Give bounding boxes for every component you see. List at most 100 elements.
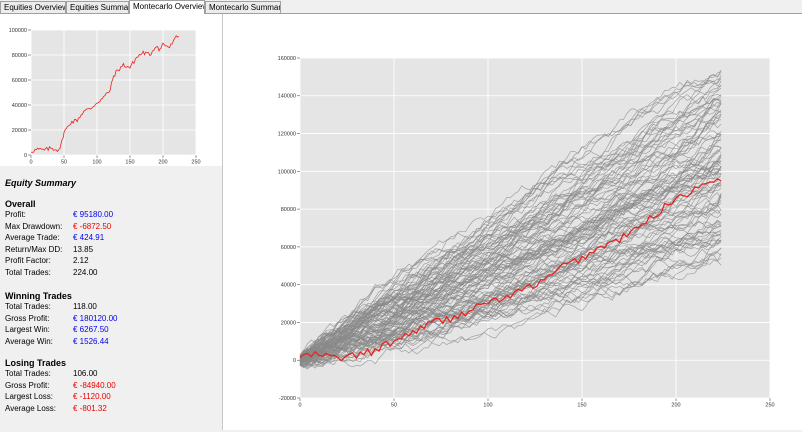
panel-divider [222, 14, 223, 430]
y-tick-label: 0 [24, 153, 27, 159]
x-tick-label: 200 [671, 403, 680, 409]
x-tick-label: 200 [158, 160, 167, 166]
stat-label: Max Drawdown: [5, 221, 63, 231]
stat-label: Total Trades: [5, 268, 51, 277]
x-tick-label: 50 [391, 403, 397, 409]
stat-label: Average Loss: [5, 403, 56, 413]
simulation-line [299, 80, 722, 361]
tab-montecarlo-overview[interactable]: Montecarlo Overview [129, 0, 205, 14]
y-tick-label: 0 [293, 358, 296, 364]
winning-trades-heading: Winning Trades [5, 291, 72, 301]
stat-label: Average Win: [5, 336, 53, 346]
stat-label: Profit: [5, 210, 26, 219]
y-tick-label: 60000 [12, 78, 27, 84]
stat-label: Largest Loss: [5, 392, 54, 402]
stat-value: 2.12 [73, 256, 89, 266]
montecarlo-panel: 0 50 100 150 200 250 -20000 0 20000 40000 60000 800… [223, 14, 802, 430]
x-tick-label: 250 [191, 160, 200, 166]
y-tick-label: 60000 [281, 245, 296, 251]
x-tick-label: 150 [577, 403, 586, 409]
stat-value: € 6267.50 [73, 325, 109, 335]
y-tick-label: 120000 [278, 131, 296, 137]
simulation-line [299, 173, 722, 361]
left-panel: 0 50 100 150 200 250 0 20000 40000 60000 80000 1000… [0, 14, 222, 430]
simulation-line [299, 195, 722, 367]
y-tick-label: 140000 [278, 94, 296, 100]
simulation-line [299, 237, 722, 362]
simulation-line [299, 164, 722, 366]
x-tick-label: 50 [61, 160, 67, 166]
simulation-line [299, 138, 722, 360]
overall-heading: Overall [5, 199, 36, 209]
stat-label: Total Trades: [5, 369, 51, 378]
y-tick-label: 80000 [281, 207, 296, 213]
y-tick-label: 80000 [12, 53, 27, 59]
simulation-line [299, 80, 722, 369]
y-tick-label: -20000 [279, 396, 296, 402]
tab-bar-border [0, 13, 802, 14]
y-tick-label: 40000 [12, 103, 27, 109]
stat-label: Average Trade: [5, 233, 60, 243]
simulation-line [299, 240, 722, 364]
simulation-line [299, 69, 722, 357]
simulation-line [299, 234, 722, 363]
simulation-line [299, 119, 722, 368]
stat-label: Total Trades: [5, 302, 51, 311]
y-tick-label: 100000 [9, 28, 27, 34]
simulation-line [299, 78, 722, 358]
stat-label: Profit Factor: [5, 256, 51, 266]
stat-value: € -801.32 [73, 403, 107, 413]
equity-line [30, 35, 180, 153]
stat-value: € 1526.44 [73, 336, 109, 346]
simulation-line [299, 168, 722, 366]
simulation-line [299, 134, 722, 358]
stat-value: € -84940.00 [73, 380, 116, 390]
tab-montecarlo-summary[interactable]: Montecarlo Summary [205, 1, 281, 13]
stat-label: Return/Max DD: [5, 244, 63, 254]
simulation-line [299, 101, 722, 362]
stat-value: € 180120.00 [73, 313, 118, 323]
simulation-line [299, 229, 722, 364]
tab-equities-overview[interactable]: Equities Overview [0, 1, 66, 13]
equity-line-highlighted [299, 178, 722, 362]
simulation-line [299, 202, 722, 364]
simulation-line [299, 166, 722, 363]
stat-label: Largest Win: [5, 325, 50, 335]
simulation-line [299, 103, 722, 362]
simulation-line [299, 260, 722, 357]
simulation-line [299, 148, 722, 361]
stat-value: 118.00 [73, 302, 97, 311]
simulation-line [299, 225, 722, 363]
simulation-line [299, 109, 722, 356]
simulation-lines [299, 69, 722, 370]
simulation-line [299, 84, 722, 356]
tab-bar: Equities Overview Equities Summary Monte… [0, 0, 802, 14]
simulation-line [299, 210, 722, 358]
x-tick-label: 100 [92, 160, 101, 166]
montecarlo-chart: 0 50 100 150 200 250-200000200004000060000800… [278, 56, 775, 409]
stat-value: € 95180.00 [73, 210, 114, 219]
simulation-line [299, 248, 722, 368]
x-tick-label: 100 [483, 403, 492, 409]
losing-trades-heading: Losing Trades [5, 358, 67, 368]
y-tick-label: 20000 [281, 320, 296, 326]
plot-area [31, 30, 196, 155]
x-tick-label: 0 [298, 403, 301, 409]
y-tick-label: 100000 [278, 169, 296, 175]
stat-value: 106.00 [73, 369, 98, 378]
tab-equities-summary[interactable]: Equities Summary [66, 1, 129, 13]
y-tick-label: 40000 [281, 283, 296, 289]
stat-value: 13.85 [73, 244, 94, 254]
y-tick-label: 160000 [278, 56, 296, 62]
equity-summary-title: Equity Summary [5, 178, 77, 188]
stat-label: Gross Profit: [5, 313, 50, 323]
simulation-line [299, 96, 722, 360]
simulation-line [299, 167, 722, 364]
stat-value: € -6872.50 [73, 221, 112, 231]
simulation-line [299, 135, 722, 364]
equity-mini-chart: 0 50 100 150 200 250 0 20000 40000 60000 80000 1000… [0, 14, 222, 166]
simulation-line [299, 94, 722, 366]
simulation-line [299, 195, 722, 363]
stat-value: € 424.91 [73, 233, 105, 243]
stat-value: 224.00 [73, 268, 98, 277]
